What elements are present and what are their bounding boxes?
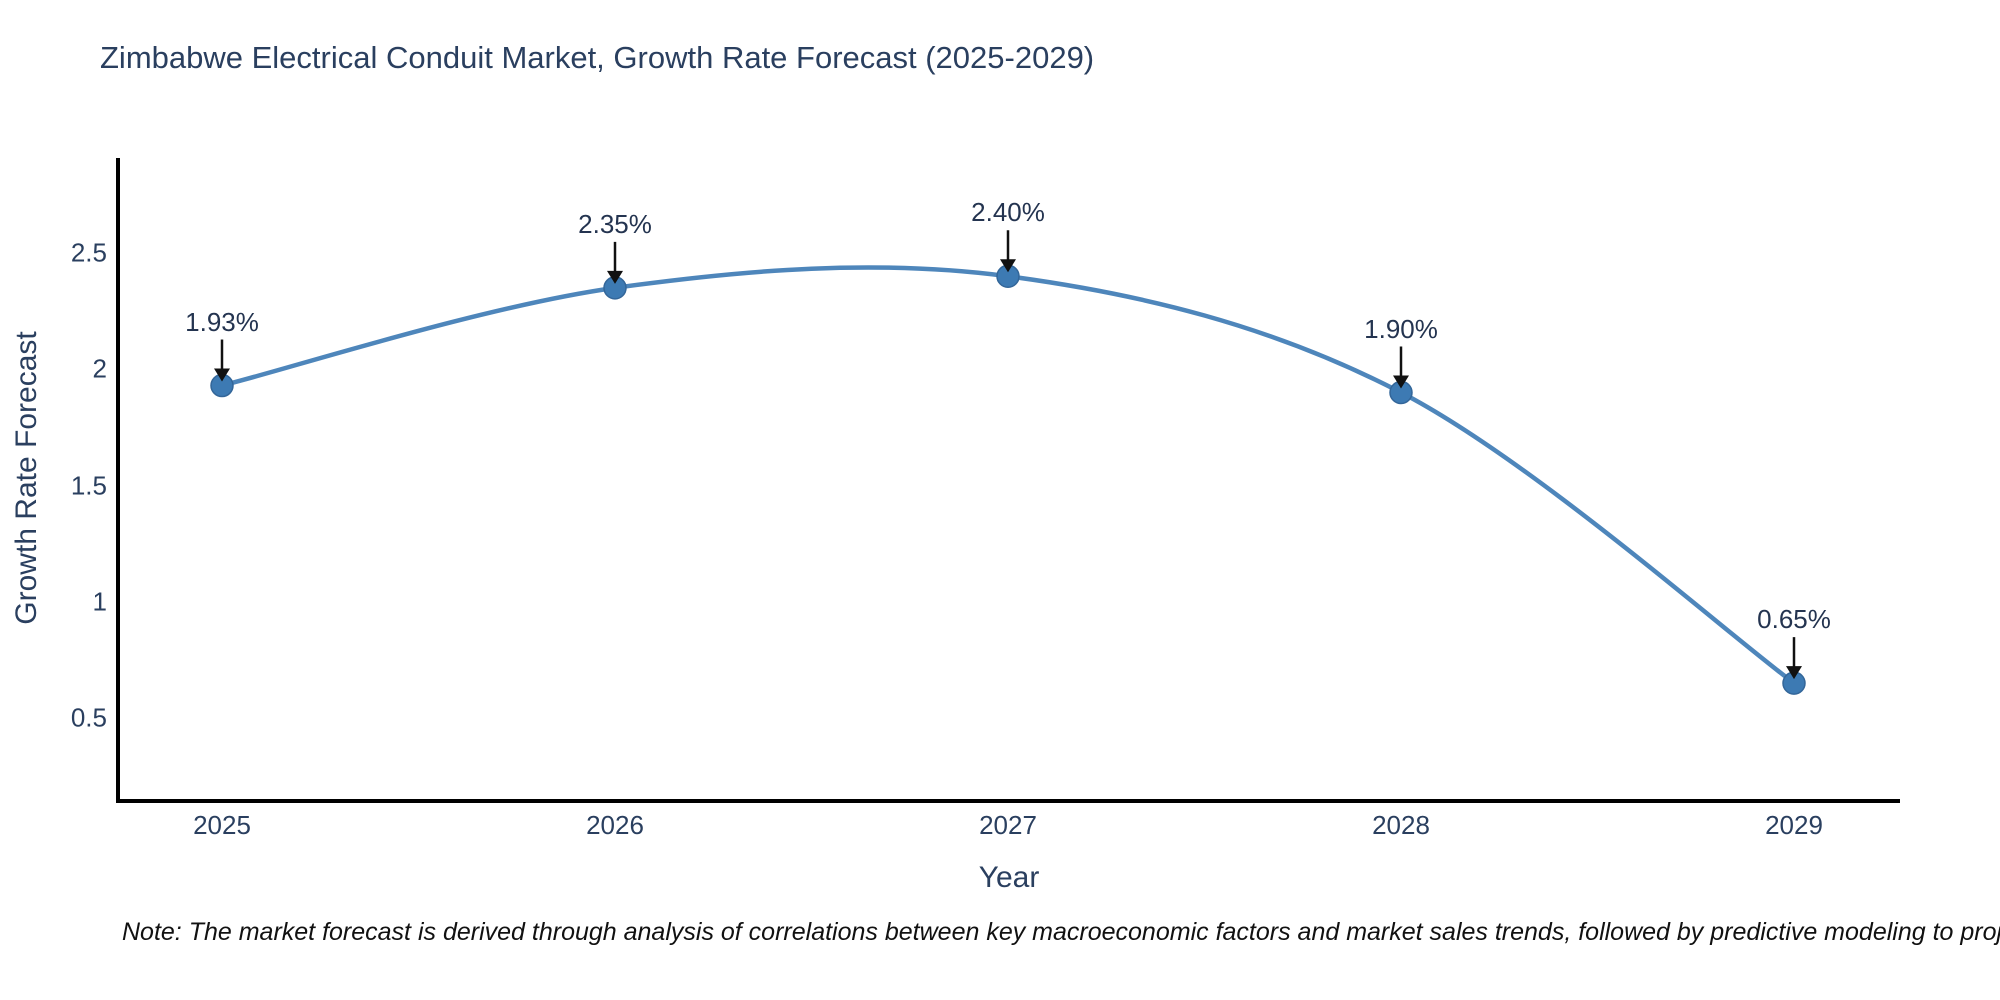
- axis-lines: [116, 158, 1900, 803]
- x-tick-label-2027: 2027: [979, 810, 1037, 840]
- y-tick-label-1.5: 1.5: [70, 470, 107, 500]
- annotation-arrow-head: [214, 368, 230, 382]
- annotation-arrow-head: [607, 270, 623, 284]
- point-value-label-2029: 0.65%: [1757, 604, 1831, 635]
- x-tick-label-2026: 2026: [586, 810, 644, 840]
- point-value-label-2028: 1.90%: [1364, 313, 1438, 344]
- chart-title: Zimbabwe Electrical Conduit Market, Grow…: [100, 40, 1095, 75]
- annotation-arrow-head: [1786, 666, 1802, 680]
- y-tick-label-0.5: 0.5: [70, 702, 107, 733]
- x-tick-label-2025: 2025: [193, 810, 251, 840]
- trend-line: [221, 265, 1796, 685]
- x-tick-label-2028: 2028: [1372, 810, 1430, 840]
- y-tick-label-2: 2: [92, 353, 107, 384]
- chart-footnote: Note: The market forecast is derived thr…: [122, 918, 2000, 946]
- annotation-arrow-head: [1000, 259, 1016, 273]
- annotation-arrow-head: [1393, 375, 1409, 389]
- point-value-label-2026: 2.35%: [578, 208, 652, 239]
- x-axis-title: Year: [978, 861, 1040, 894]
- y-tick-label-2.5: 2.5: [70, 237, 107, 268]
- x-tick-label-2029: 2029: [1765, 810, 1823, 840]
- point-value-label-2027: 2.40%: [971, 197, 1045, 228]
- point-value-label-2025: 1.93%: [185, 306, 259, 337]
- y-tick-label-1: 1: [92, 586, 107, 617]
